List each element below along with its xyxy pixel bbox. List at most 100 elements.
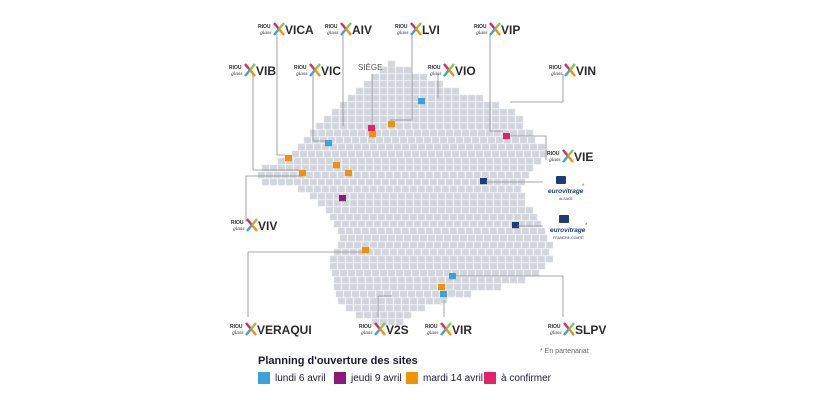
map-tile bbox=[377, 297, 386, 305]
map-tile bbox=[457, 185, 466, 193]
map-tile bbox=[395, 80, 404, 88]
map-tile bbox=[365, 206, 374, 214]
map-tile bbox=[473, 241, 482, 249]
map-tile bbox=[417, 241, 426, 249]
map-tile bbox=[417, 297, 426, 305]
map-tile bbox=[461, 192, 470, 200]
map-tile bbox=[485, 157, 494, 165]
map-tile bbox=[393, 241, 402, 249]
map-tile bbox=[497, 143, 506, 151]
legend: lundi 6 avril jeudi 9 avril mardi 14 avril… bbox=[258, 372, 552, 384]
map-tile bbox=[411, 101, 420, 109]
map-tile bbox=[461, 164, 470, 172]
map-tile bbox=[357, 206, 366, 214]
map-tile bbox=[297, 143, 306, 151]
map-tile bbox=[373, 248, 382, 256]
map-tile bbox=[377, 255, 386, 263]
brand-riou: RIOU bbox=[359, 324, 372, 330]
map-tile bbox=[537, 143, 546, 151]
map-tile bbox=[293, 157, 302, 165]
map-tile bbox=[459, 108, 468, 116]
map-tile bbox=[427, 87, 436, 95]
partner-marker-1: * bbox=[582, 184, 585, 190]
leader-line bbox=[510, 74, 564, 103]
map-tile bbox=[389, 276, 398, 284]
map-tile bbox=[453, 178, 462, 186]
map-tile bbox=[385, 185, 394, 193]
map-tile bbox=[433, 255, 442, 263]
map-tile bbox=[481, 213, 490, 221]
map-tile bbox=[427, 80, 436, 88]
map-tile bbox=[379, 122, 388, 130]
map-tile bbox=[363, 87, 372, 95]
map-tile bbox=[257, 171, 266, 179]
map-tile bbox=[339, 150, 348, 158]
map-tile bbox=[299, 150, 308, 158]
map-tile bbox=[433, 241, 442, 249]
map-tile bbox=[477, 283, 486, 291]
map-tile bbox=[329, 262, 338, 270]
map-tile bbox=[381, 199, 390, 207]
map-tile bbox=[373, 283, 382, 291]
map-tile bbox=[489, 171, 498, 179]
map-tile bbox=[445, 199, 454, 207]
map-tile bbox=[277, 164, 286, 172]
siege-label: SIÈGE bbox=[358, 63, 382, 72]
map-tile bbox=[387, 150, 396, 158]
map-tile bbox=[485, 220, 494, 228]
map-tile bbox=[469, 248, 478, 256]
map-tile bbox=[409, 171, 418, 179]
map-tile bbox=[469, 178, 478, 186]
map-tile bbox=[469, 206, 478, 214]
map-tile bbox=[425, 227, 434, 235]
map-tile bbox=[345, 255, 354, 263]
map-tile bbox=[499, 150, 508, 158]
brand-glass: glass bbox=[260, 30, 272, 36]
map-tile bbox=[371, 94, 380, 102]
map-tile bbox=[341, 129, 350, 137]
map-tile bbox=[507, 122, 516, 130]
map-tile bbox=[515, 115, 524, 123]
map-tile bbox=[517, 248, 526, 256]
map-tile bbox=[477, 157, 486, 165]
map-tile bbox=[411, 94, 420, 102]
map-tile bbox=[357, 192, 366, 200]
map-tile bbox=[443, 234, 452, 242]
map-tile bbox=[491, 115, 500, 123]
map-tile bbox=[507, 108, 516, 116]
map-tile bbox=[407, 136, 416, 144]
map-tile bbox=[453, 192, 462, 200]
map-tile bbox=[351, 136, 360, 144]
map-tile bbox=[373, 276, 382, 284]
map-tile bbox=[461, 129, 470, 137]
map-tile bbox=[421, 129, 430, 137]
map-tile bbox=[489, 241, 498, 249]
map-tile bbox=[313, 171, 322, 179]
map-tile bbox=[405, 248, 414, 256]
map-tile bbox=[361, 213, 370, 221]
map-tile bbox=[337, 185, 346, 193]
map-tile bbox=[513, 213, 522, 221]
map-tile bbox=[499, 234, 508, 242]
riou-x-icon bbox=[440, 322, 452, 336]
map-tile bbox=[389, 220, 398, 228]
map-tile bbox=[545, 241, 554, 249]
map-tile bbox=[419, 234, 428, 242]
map-tile bbox=[537, 255, 546, 263]
map-tile bbox=[427, 94, 436, 102]
map-tile bbox=[409, 143, 418, 151]
map-tile bbox=[435, 150, 444, 158]
map-tile bbox=[367, 290, 376, 298]
map-tile bbox=[371, 234, 380, 242]
map-tile bbox=[353, 241, 362, 249]
map-tile bbox=[341, 220, 350, 228]
brand-riou: RIOU bbox=[547, 151, 560, 157]
map-tile bbox=[491, 269, 500, 277]
map-tile bbox=[453, 276, 462, 284]
map-tile bbox=[345, 297, 354, 305]
map-tile bbox=[353, 185, 362, 193]
map-tile bbox=[397, 248, 406, 256]
map-tile bbox=[433, 171, 442, 179]
map-tile bbox=[483, 101, 492, 109]
